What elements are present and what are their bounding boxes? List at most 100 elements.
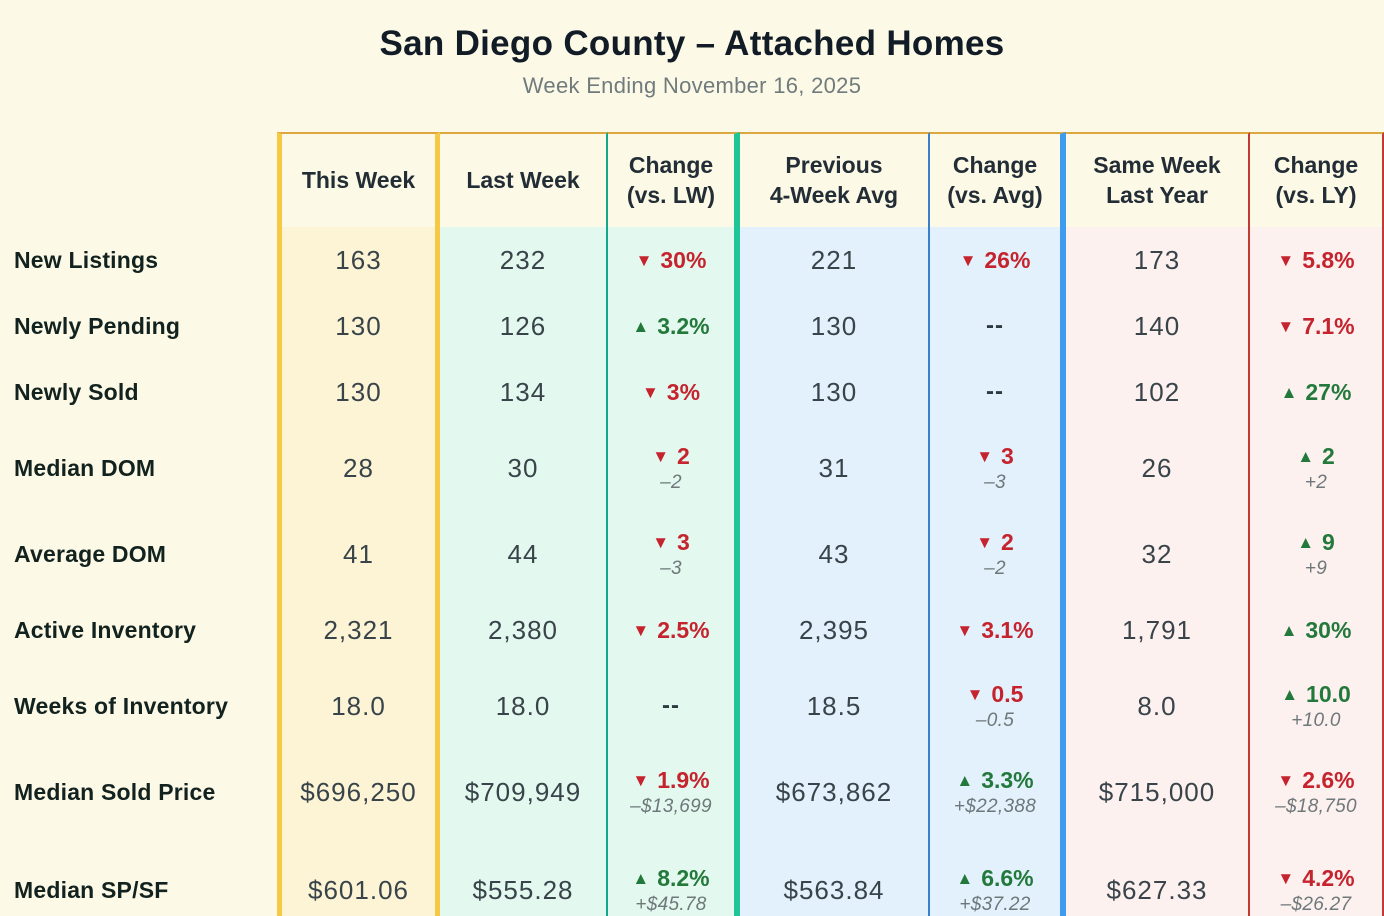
cell-change: ▼ 3.1% [930, 597, 1066, 663]
cell-change: ▲ 6.6% +$37.22 [930, 835, 1066, 916]
change-amount-subtext: –$18,750 [1275, 795, 1357, 817]
value-text: $563.84 [783, 874, 885, 905]
up-triangle-icon: ▲ [1280, 620, 1298, 640]
cell-change: ▼ 2.6% –$18,750 [1250, 749, 1384, 835]
cell-value: 130 [277, 359, 440, 425]
table-corner [0, 132, 277, 227]
change-text: 3.1% [981, 616, 1034, 643]
cell-value: $627.33 [1066, 835, 1250, 916]
change-text: 10.0 [1306, 680, 1351, 707]
change-amount-subtext: +$37.22 [959, 893, 1031, 915]
row-label: Newly Sold [14, 378, 139, 405]
value-text: $696,250 [300, 776, 417, 807]
cell-value: 221 [740, 227, 930, 293]
cell-change: ▲ 2 +2 [1250, 425, 1384, 511]
cell-value: $673,862 [740, 749, 930, 835]
change-text: 3% [666, 378, 701, 405]
cell-change: ▼ 5.8% [1250, 227, 1384, 293]
change-amount-subtext: –3 [984, 471, 1006, 493]
cell-change: ▼ 1.9% –$13,699 [608, 749, 740, 835]
change-text: 3.2% [657, 312, 710, 339]
cell-change: ▼ 7.1% [1250, 293, 1384, 359]
value-text: 221 [810, 244, 858, 275]
value-text: $601.06 [308, 874, 409, 905]
cell-change: ▼ 3% [608, 359, 740, 425]
value-text: 126 [499, 310, 547, 341]
change-amount-subtext: +10.0 [1291, 709, 1341, 731]
value-text: $555.28 [472, 874, 574, 905]
page-title: San Diego County – Attached Homes [379, 24, 1005, 63]
cell-value: 41 [277, 511, 440, 597]
change-text: 2 [1322, 442, 1335, 469]
cell-value: 31 [740, 425, 930, 511]
up-triangle-icon: ▲ [956, 770, 974, 790]
change-text: 2 [677, 442, 690, 469]
change-text: 1.9% [657, 766, 710, 793]
value-text: 26 [1141, 452, 1173, 483]
down-triangle-icon: ▼ [652, 446, 670, 466]
cell-change: ▲ 8.2% +$45.78 [608, 835, 740, 916]
change-text: 9 [1322, 528, 1335, 555]
row-label: Average DOM [14, 540, 167, 567]
value-text: $709,949 [464, 776, 582, 807]
up-triangle-icon: ▲ [1297, 446, 1315, 466]
value-text: 102 [1133, 376, 1181, 407]
cell-change: ▲ 30% [1250, 597, 1384, 663]
cell-value: 2,395 [740, 597, 930, 663]
down-triangle-icon: ▼ [652, 532, 670, 552]
change-amount-subtext: –$13,699 [630, 795, 712, 817]
cell-value: 2,380 [440, 597, 608, 663]
row-label: Newly Pending [14, 312, 181, 339]
cell-value: 126 [440, 293, 608, 359]
down-triangle-icon: ▼ [1277, 868, 1295, 888]
change-text: 2.5% [657, 616, 710, 643]
cell-value: $696,250 [277, 749, 440, 835]
down-triangle-icon: ▼ [966, 684, 984, 704]
up-triangle-icon: ▲ [1280, 382, 1298, 402]
page-subtitle: Week Ending November 16, 2025 [522, 73, 862, 98]
up-triangle-icon: ▲ [632, 868, 650, 888]
up-triangle-icon: ▲ [1297, 532, 1315, 552]
cell-value: 130 [740, 359, 930, 425]
value-text: 2,380 [487, 614, 559, 645]
down-triangle-icon: ▼ [956, 620, 974, 640]
cell-value: 102 [1066, 359, 1250, 425]
down-triangle-icon: ▼ [1277, 316, 1295, 336]
change-text: 30% [660, 246, 707, 273]
down-triangle-icon: ▼ [959, 250, 977, 270]
cell-value: 232 [440, 227, 608, 293]
cell-value: 32 [1066, 511, 1250, 597]
row-label: Weeks of Inventory [14, 692, 229, 719]
value-text: 41 [343, 538, 374, 569]
change-amount-subtext: +2 [1304, 471, 1328, 493]
up-triangle-icon: ▲ [632, 316, 650, 336]
cell-value: -- [608, 663, 740, 749]
stats-table: This Week Last Week Change (vs. LW) Previous… [0, 132, 1384, 916]
cell-change: ▲ 10.0 +10.0 [1250, 663, 1384, 749]
value-text: $715,000 [1098, 776, 1216, 807]
value-text: 30 [507, 452, 539, 483]
change-amount-subtext: –3 [660, 557, 682, 579]
cell-value: $563.84 [740, 835, 930, 916]
row-label: Active Inventory [14, 616, 197, 643]
no-change-dash: -- [986, 312, 1004, 339]
value-text: 18.5 [806, 690, 862, 721]
value-text: 140 [1133, 310, 1181, 341]
cell-change: ▼ 2 –2 [930, 511, 1066, 597]
value-text: 8.0 [1137, 690, 1177, 721]
change-amount-subtext: –2 [660, 471, 682, 493]
value-text: 18.0 [331, 690, 386, 721]
change-amount-subtext: –0.5 [975, 709, 1015, 731]
value-text: 232 [499, 244, 547, 275]
change-text: 4.2% [1302, 864, 1355, 891]
cell-value: 26 [1066, 425, 1250, 511]
cell-value: 18.0 [440, 663, 608, 749]
change-text: 0.5 [991, 680, 1024, 707]
value-text: 43 [818, 538, 850, 569]
change-text: 30% [1305, 616, 1352, 643]
cell-value: -- [930, 293, 1066, 359]
cell-value: 130 [277, 293, 440, 359]
column-header-change-vs-avg: Change (vs. Avg) [930, 132, 1066, 227]
down-triangle-icon: ▼ [632, 770, 650, 790]
change-amount-subtext: +$22,388 [953, 795, 1037, 817]
